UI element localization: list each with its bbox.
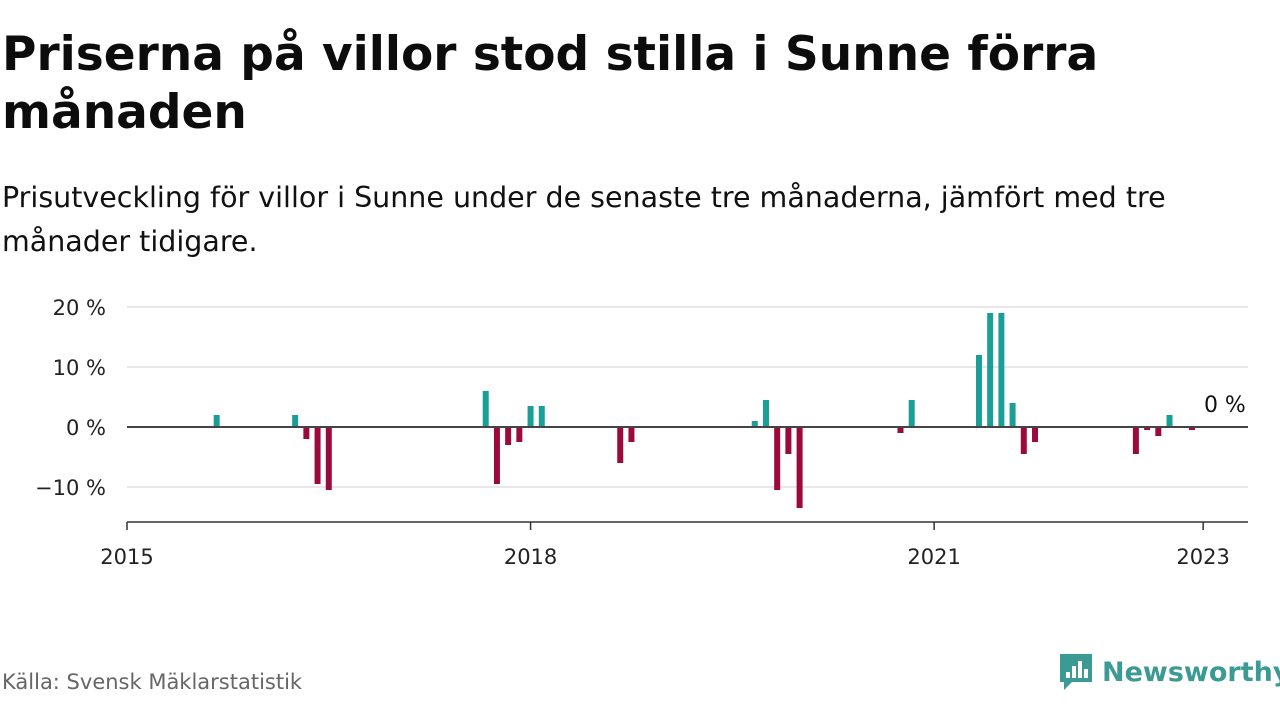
bar-2017-11 [505,427,512,445]
y-tick-label: 10 % [53,356,106,380]
bar-2021-06 [987,313,994,427]
y-tick-label: −10 % [35,476,106,500]
bar-2021-08 [1009,403,1016,427]
bar-2020-01 [796,427,803,508]
source-note: Källa: Svensk Mäklarstatistik [2,670,303,694]
x-axis: 2015 2018 2021 2023 [100,521,1248,569]
bar-2022-08 [1144,427,1151,430]
bar-2022-07 [1132,427,1139,454]
y-tick-label: 0 % [66,416,106,440]
bar-2021-07 [998,313,1005,427]
y-tick-label: 20 % [53,296,106,320]
x-tick-label: 2018 [504,545,557,569]
bar-2021-09 [1020,427,1027,454]
bar-2018-01 [527,406,534,427]
bar-2017-09 [482,391,489,427]
bar-chart: 20 % 10 % 0 % −10 % 2015 2018 2021 2023 0 % [35,296,1248,569]
bar-2017-10 [493,427,500,484]
bar-2018-09 [617,427,624,463]
bar-2018-02 [538,406,545,427]
bar-2017-12 [516,427,523,442]
bar-2016-06 [314,427,321,484]
annotation-label: 0 % [1204,393,1246,418]
bar-2015-09 [213,415,220,427]
brand-logo: Newsworthy [1058,652,1280,692]
chart-subtitle: Prisutveckling för villor i Sunne under … [2,181,1166,258]
bar-2016-05 [303,427,310,439]
bar-2016-07 [325,427,332,490]
bar-2016-04 [292,415,299,427]
bar-2019-10 [762,400,769,427]
bar-2019-12 [785,427,792,454]
bar-2022-12 [1188,427,1195,430]
y-axis-labels: 20 % 10 % 0 % −10 % [35,296,106,500]
bar-2021-05 [975,355,982,427]
grid-layer [127,306,1248,488]
x-tick-label: 2015 [100,545,153,569]
bars [127,313,1248,508]
annotation-layer: 0 % [1204,393,1246,418]
x-tick-label: 2023 [1176,545,1229,569]
bar-2019-11 [774,427,781,490]
x-tick-label: 2021 [907,545,960,569]
brand-name: Newsworthy [1102,656,1280,688]
newsworthy-logo-icon [1060,654,1092,690]
bar-2021-10 [1032,427,1039,442]
bar-2020-10 [897,427,904,433]
bar-2018-10 [628,427,635,442]
bar-2019-09 [751,421,758,427]
bar-2020-11 [908,400,915,427]
bar-2022-10 [1166,415,1173,427]
chart-title: Priserna på villor stod stilla i Sunne f… [2,27,1099,140]
bar-2022-09 [1155,427,1162,436]
